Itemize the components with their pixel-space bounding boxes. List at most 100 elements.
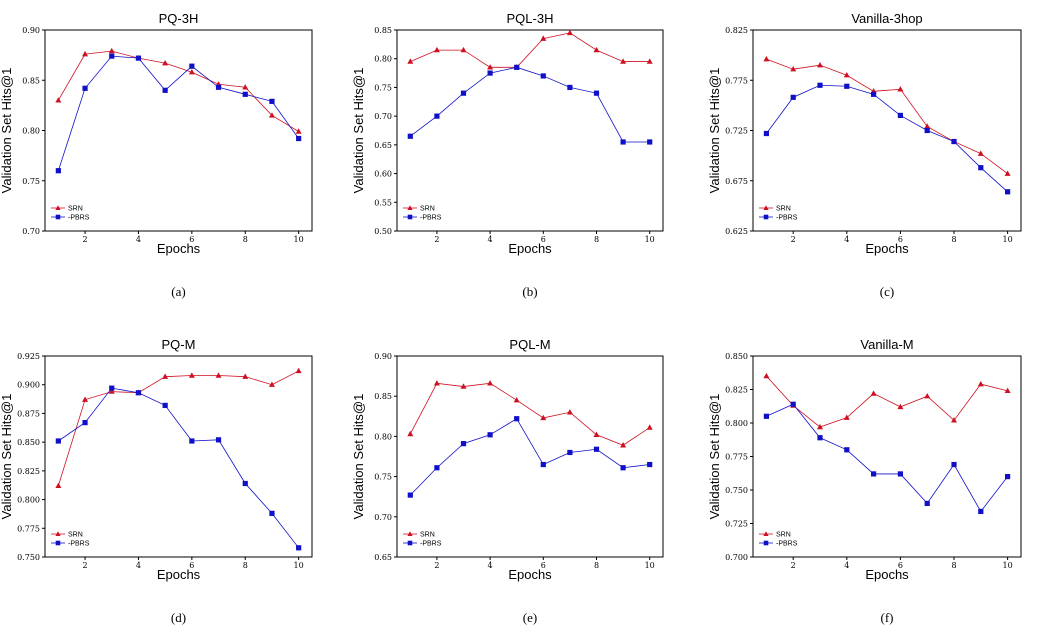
data-point-pbrs <box>109 53 115 59</box>
legend-marker-pbrs <box>55 214 61 220</box>
x-tick-label: 8 <box>243 235 248 244</box>
data-point-srn <box>188 372 195 378</box>
y-tick-label: 0.825 <box>725 386 748 395</box>
y-tick-label: 0.825 <box>17 467 40 476</box>
data-point-pbrs <box>162 402 168 408</box>
data-point-srn <box>242 373 249 379</box>
data-point-pbrs <box>924 500 930 506</box>
legend-marker-srn <box>407 205 413 210</box>
data-point-srn <box>817 423 823 430</box>
y-tick-label: 0.65 <box>374 553 392 562</box>
y-tick-label: 0.725 <box>725 127 748 136</box>
subfigure-caption: (b) <box>522 284 537 299</box>
x-tick-label: 8 <box>951 561 956 570</box>
legend-label: SRN <box>420 206 435 213</box>
data-point-pbrs <box>817 82 823 88</box>
y-tick-label: 0.85 <box>374 392 392 401</box>
y-tick-label: 0.775 <box>17 524 40 533</box>
data-point-srn <box>763 372 770 379</box>
legend-marker-srn <box>763 531 769 536</box>
y-tick-label: 0.80 <box>22 127 40 136</box>
x-tick-label: 8 <box>951 235 956 244</box>
chart-title: Vanilla-M <box>860 337 913 352</box>
data-point-pbrs <box>269 510 275 516</box>
data-point-pbrs <box>269 98 275 104</box>
legend-marker-srn <box>55 205 61 210</box>
data-point-srn <box>1004 387 1011 394</box>
subfigure-caption: (d) <box>171 610 186 625</box>
data-point-pbrs <box>978 165 984 171</box>
chart-panel-3: Vanilla-3hop 2 4 6 8 10 0.625 0.675 0.725 0.775 0.… <box>707 11 1022 299</box>
chart-title: PQL-M <box>509 337 550 352</box>
y-axis-label: Validation Set Hits@1 <box>0 394 14 520</box>
data-point-srn <box>593 431 600 437</box>
data-point-srn <box>460 46 467 53</box>
y-tick-label: 0.625 <box>725 227 748 236</box>
data-point-pbrs <box>871 91 877 97</box>
data-point-srn <box>843 72 850 78</box>
chart-panel-4: PQ-M 2 4 6 8 10 0.750 0.775 0.800 0.825 0.850 0.875… <box>0 337 313 625</box>
y-tick-label: 0.850 <box>17 438 40 447</box>
legend-label: -PBRS <box>68 215 90 222</box>
x-axis-label: Epochs <box>865 567 909 582</box>
data-point-pbrs <box>407 492 413 498</box>
data-point-srn <box>897 403 904 410</box>
chart-panel-2: PQL-3H 2 4 6 8 10 0.50 0.55 0.60 0.65 0.70 0.75 0.80… <box>351 11 664 299</box>
data-point-pbrs <box>1005 189 1011 195</box>
y-tick-label: 0.70 <box>22 227 40 236</box>
data-point-pbrs <box>434 465 440 471</box>
data-point-srn <box>215 372 222 378</box>
x-tick-label: 2 <box>83 235 88 244</box>
legend: SRN -PBRS <box>403 531 442 548</box>
data-point-pbrs <box>162 87 168 93</box>
data-point-srn <box>268 381 275 387</box>
legend-label: -PBRS <box>776 541 798 548</box>
x-axis-label: Epochs <box>508 241 552 256</box>
subfigure-caption: (f) <box>881 610 894 625</box>
series-line-srn <box>58 50 299 132</box>
plot-frame <box>44 355 313 558</box>
x-tick-label: 4 <box>844 235 849 244</box>
y-tick-label: 0.55 <box>374 198 392 207</box>
data-point-pbrs <box>434 113 440 119</box>
data-point-srn <box>295 367 302 374</box>
data-point-pbrs <box>296 545 302 551</box>
data-point-pbrs <box>951 461 957 468</box>
data-point-srn <box>108 47 115 54</box>
series-line-pbrs <box>410 418 650 496</box>
data-point-pbrs <box>1005 474 1011 480</box>
data-point-pbrs <box>487 70 493 76</box>
data-point-srn <box>487 64 494 70</box>
data-point-srn <box>870 390 877 396</box>
data-point-pbrs <box>897 471 903 477</box>
series-line-pbrs <box>766 84 1008 193</box>
series-line-srn <box>410 32 650 68</box>
legend: SRN -PBRS <box>759 531 798 548</box>
data-point-srn <box>55 97 62 103</box>
data-point-pbrs <box>567 449 573 456</box>
subfigure-caption: (e) <box>523 610 537 625</box>
x-tick-label: 4 <box>488 561 493 570</box>
data-point-pbrs <box>514 416 520 422</box>
data-point-srn <box>817 61 823 68</box>
legend-marker-srn <box>763 205 769 210</box>
x-tick-label: 10 <box>294 235 304 244</box>
data-point-pbrs <box>82 85 88 91</box>
data-point-pbrs <box>540 461 546 468</box>
data-point-pbrs <box>135 390 142 396</box>
legend-label: -PBRS <box>420 541 442 548</box>
data-point-srn <box>566 409 573 415</box>
y-tick-label: 0.90 <box>374 352 392 361</box>
data-point-srn <box>1004 170 1011 176</box>
x-tick-label: 6 <box>189 561 194 570</box>
data-point-pbrs <box>189 63 195 69</box>
data-point-pbrs <box>55 168 61 174</box>
data-point-srn <box>513 397 520 403</box>
data-point-srn <box>897 86 904 92</box>
y-tick-label: 0.875 <box>17 409 40 418</box>
y-axis-label: Validation Set Hits@1 <box>707 68 722 194</box>
legend: SRN -PBRS <box>403 205 442 222</box>
y-tick-label: 0.700 <box>725 553 748 562</box>
data-point-pbrs <box>790 401 796 407</box>
data-point-srn <box>620 58 627 64</box>
